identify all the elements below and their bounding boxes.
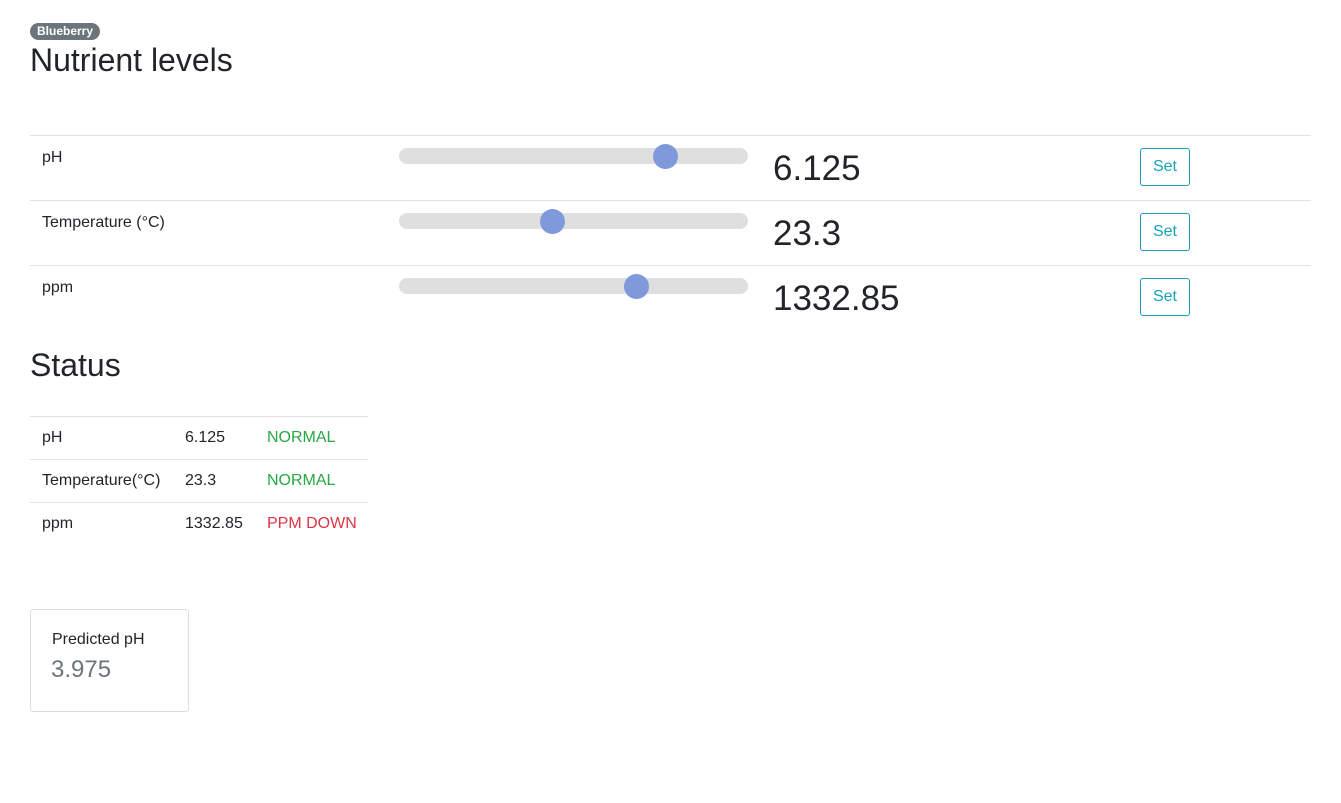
level-row-temperature: Temperature (°C) 23.3 Set	[30, 200, 1311, 266]
level-label: pH	[42, 149, 63, 166]
level-label: Temperature (°C)	[42, 214, 165, 231]
table-row: Temperature(°C) 23.3 NORMAL	[30, 459, 368, 503]
table-row: ppm 1332.85 PPM DOWN	[30, 502, 368, 545]
nutrient-levels-table: pH 6.125 Set Temperature (°C) 23.3 Set p…	[30, 135, 1311, 330]
status-table: pH 6.125 NORMAL Temperature(°C) 23.3 NOR…	[30, 416, 368, 545]
status-state: NORMAL	[255, 459, 368, 503]
temperature-slider[interactable]	[399, 209, 748, 234]
status-state: PPM DOWN	[255, 502, 368, 545]
status-title: Status	[30, 347, 121, 383]
ph-slider[interactable]	[399, 144, 748, 169]
status-value: 1332.85	[173, 502, 255, 545]
level-label: ppm	[42, 279, 74, 296]
crop-badge: Blueberry	[30, 23, 101, 40]
predicted-ph-value: 3.975	[51, 656, 112, 683]
level-value: 6.125	[773, 149, 861, 188]
predicted-ph-card: Predicted pH 3.975	[30, 609, 189, 712]
status-value: 23.3	[173, 459, 255, 503]
card-title: Predicted pH	[52, 631, 145, 648]
set-temperature-button[interactable]: Set	[1140, 213, 1190, 251]
set-ph-button[interactable]: Set	[1140, 148, 1190, 186]
level-value: 1332.85	[773, 279, 900, 318]
status-state: NORMAL	[255, 416, 368, 460]
level-value: 23.3	[773, 214, 842, 253]
level-row-ph: pH 6.125 Set	[30, 135, 1311, 201]
status-value: 6.125	[173, 416, 255, 460]
page-title: Nutrient levels	[30, 42, 233, 78]
level-row-ppm: ppm 1332.85 Set	[30, 265, 1311, 330]
slider-thumb[interactable]	[623, 274, 649, 299]
status-name: ppm	[30, 502, 173, 545]
ppm-slider[interactable]	[399, 274, 748, 299]
table-row: pH 6.125 NORMAL	[30, 416, 368, 460]
slider-thumb[interactable]	[652, 144, 678, 169]
set-ppm-button[interactable]: Set	[1140, 278, 1190, 316]
slider-thumb[interactable]	[539, 209, 565, 234]
status-name: Temperature(°C)	[30, 459, 173, 503]
status-name: pH	[30, 416, 173, 460]
